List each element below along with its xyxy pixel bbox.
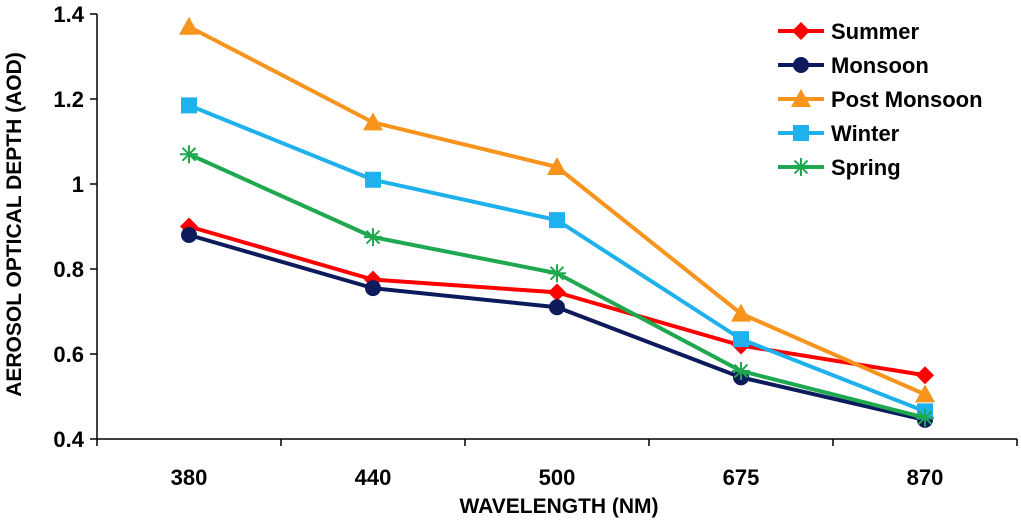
legend-entry: Monsoon xyxy=(778,53,929,78)
data-point-marker xyxy=(916,408,934,427)
series-layer xyxy=(179,16,935,428)
legend: Summer Monsoon Post Monsoon Winter Spring xyxy=(778,19,983,180)
data-point-marker xyxy=(548,264,566,283)
series-spring xyxy=(180,145,934,427)
data-point-marker xyxy=(915,384,935,403)
legend-swatch-marker xyxy=(792,22,810,40)
series-post-monsoon xyxy=(179,16,935,403)
x-axis-title: WAVELENGTH (NM) xyxy=(459,495,658,518)
data-point-marker xyxy=(181,97,197,114)
data-point-marker xyxy=(365,280,381,297)
y-tick-label: 0.6 xyxy=(53,342,84,367)
y-tick-label: 1.4 xyxy=(53,2,84,27)
y-tick-label: 1 xyxy=(72,172,84,197)
data-point-marker xyxy=(548,283,566,302)
series-winter xyxy=(181,97,933,420)
legend-label: Summer xyxy=(831,19,919,44)
data-point-marker xyxy=(363,112,383,131)
axes-layer: 0.4 0.6 0.8 1 1.2 1.4 380 440 500 675 870 xyxy=(53,2,1018,490)
legend-entry: Spring xyxy=(778,155,901,180)
data-point-marker xyxy=(364,228,382,247)
legend-label: Winter xyxy=(831,121,900,146)
legend-entry: Post Monsoon xyxy=(778,87,983,112)
series-line xyxy=(188,24,926,397)
x-tick-label: 870 xyxy=(907,465,944,490)
data-point-marker xyxy=(181,227,197,243)
legend-swatch-marker xyxy=(791,89,811,107)
legend-swatch-marker xyxy=(793,57,809,73)
legend-label: Monsoon xyxy=(831,53,929,78)
legend-label: Post Monsoon xyxy=(831,87,983,112)
legend-swatch-marker xyxy=(793,125,809,141)
series-line xyxy=(188,233,926,422)
data-point-marker xyxy=(179,16,199,35)
x-tick-label: 440 xyxy=(355,465,392,490)
data-point-marker xyxy=(916,366,934,385)
x-tick-label: 500 xyxy=(539,465,576,490)
data-point-marker xyxy=(365,171,381,188)
data-point-marker xyxy=(180,145,198,164)
legend-entry: Winter xyxy=(778,121,900,146)
data-point-marker xyxy=(732,362,750,380)
x-tick-label: 380 xyxy=(171,465,208,490)
legend-swatch-marker xyxy=(792,158,810,176)
y-axis-title: AEROSOL OPTICAL DEPTH (AOD) xyxy=(3,52,26,397)
data-point-marker xyxy=(549,212,565,229)
x-tick-label: 675 xyxy=(723,465,760,490)
data-point-marker xyxy=(733,331,749,348)
y-tick-label: 1.2 xyxy=(53,87,84,112)
legend-entry: Summer xyxy=(778,19,919,44)
y-tick-label: 0.8 xyxy=(53,257,84,282)
data-point-marker xyxy=(547,157,567,175)
y-tick-label: 0.4 xyxy=(53,427,84,452)
data-point-marker xyxy=(549,299,565,316)
data-point-marker xyxy=(731,303,751,322)
legend-label: Spring xyxy=(831,155,901,180)
